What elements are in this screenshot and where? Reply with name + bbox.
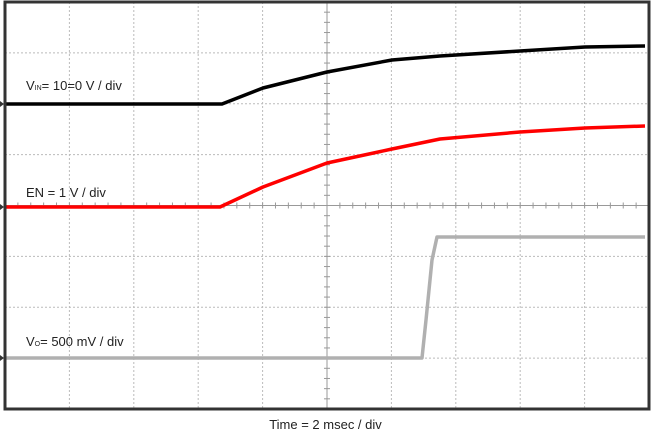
- trace-vo: [6, 235, 645, 360]
- traces: [6, 44, 646, 360]
- channel-markers: [0, 101, 4, 361]
- vin-label: VIN= 10=0 V / div: [26, 78, 122, 93]
- vo-label: VO= 500 mV / div: [26, 334, 124, 349]
- channel-marker-icon: [0, 101, 4, 107]
- plot-frame: [3, 0, 651, 411]
- trace-en: [6, 124, 646, 209]
- en-label: EN = 1 V / div: [26, 185, 106, 200]
- x-axis-label: Time = 2 msec / div: [269, 417, 382, 432]
- channel-marker-icon: [0, 355, 4, 361]
- trace-vin: [6, 44, 646, 106]
- channel-marker-icon: [0, 204, 4, 210]
